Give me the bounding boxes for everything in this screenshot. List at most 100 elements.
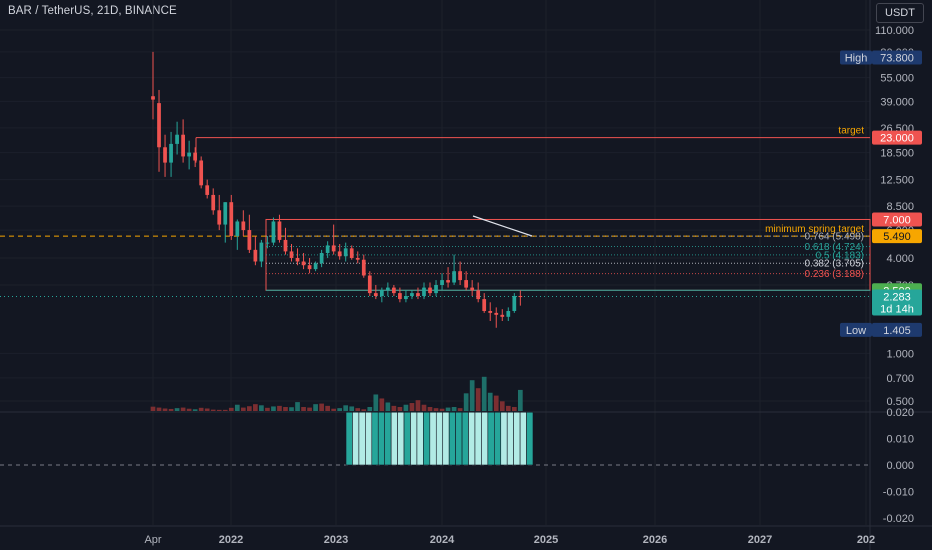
volume-bar bbox=[451, 407, 457, 411]
volume-bar bbox=[301, 407, 306, 411]
volume-bar bbox=[445, 407, 451, 411]
trend-line bbox=[472, 215, 533, 237]
low-value-tag-text: 1.405 bbox=[883, 325, 911, 337]
oscillator-bar bbox=[487, 411, 495, 466]
volume-bar bbox=[409, 403, 415, 411]
candle-body bbox=[506, 311, 511, 317]
candle-body bbox=[476, 290, 481, 300]
candle-body bbox=[518, 296, 523, 298]
volume-bar bbox=[355, 408, 361, 411]
time-tick-label: 2025 bbox=[534, 534, 558, 546]
oscillator-bar bbox=[423, 411, 431, 466]
oscillator-bar bbox=[377, 411, 385, 466]
candle-body bbox=[301, 261, 306, 266]
candle-body bbox=[385, 287, 390, 291]
candle-body bbox=[367, 275, 372, 294]
candle-body bbox=[355, 257, 360, 260]
price-tick-label: 0.700 bbox=[886, 373, 914, 385]
last-price-tag bbox=[872, 289, 922, 316]
candle-body bbox=[319, 252, 324, 264]
volume-bar bbox=[403, 404, 409, 411]
oscillator-bar bbox=[455, 411, 463, 466]
oscillator-bar bbox=[435, 411, 444, 466]
last-price-text: 2.283 bbox=[883, 292, 911, 304]
candle-body bbox=[392, 287, 396, 294]
candle-body bbox=[283, 239, 288, 252]
oscillator-bar bbox=[526, 411, 534, 466]
volume-bar bbox=[247, 406, 252, 411]
candle-body bbox=[512, 296, 517, 312]
candle-body bbox=[422, 287, 426, 297]
fib-label: 0.236 (3.188) bbox=[805, 269, 865, 280]
candle-body bbox=[223, 202, 228, 225]
candle-body bbox=[271, 221, 276, 243]
candle-body bbox=[416, 293, 420, 297]
oscillator-bar bbox=[448, 411, 456, 466]
time-tick-label: 2024 bbox=[430, 534, 455, 546]
volume-bar bbox=[499, 401, 505, 411]
volume-bar bbox=[283, 407, 288, 411]
volume-bar bbox=[469, 380, 475, 411]
candle-body bbox=[337, 251, 342, 257]
high-value-tag-text: 73.800 bbox=[880, 52, 914, 64]
candle-body bbox=[169, 143, 173, 163]
volume-bar bbox=[373, 394, 379, 411]
volume-bar bbox=[210, 409, 216, 411]
candle-body bbox=[458, 271, 462, 281]
candle-body bbox=[217, 210, 222, 225]
countdown-text: 1d 14h bbox=[880, 304, 914, 316]
candle-body bbox=[175, 134, 179, 144]
candle-body bbox=[452, 271, 456, 283]
spring-target-label: minimum spring target bbox=[765, 224, 864, 235]
time-tick-label: 2022 bbox=[219, 534, 243, 546]
oscillator-bar bbox=[461, 411, 469, 466]
volume-bar bbox=[463, 393, 469, 411]
target-label: target bbox=[838, 126, 864, 137]
volume-bar bbox=[433, 408, 439, 411]
candle-body bbox=[464, 280, 469, 288]
candle-body bbox=[151, 96, 155, 100]
volume-bar bbox=[391, 405, 397, 411]
oscillator-bar bbox=[494, 411, 502, 466]
volume-bar bbox=[228, 407, 234, 411]
candle-body bbox=[205, 185, 210, 195]
oscillator-bar bbox=[429, 411, 437, 466]
candle-body bbox=[199, 160, 204, 186]
price-tick-label: 18.500 bbox=[880, 148, 914, 160]
volume-bar bbox=[361, 409, 367, 411]
volume-bar bbox=[313, 404, 318, 411]
volume-bar bbox=[253, 404, 258, 411]
candle-body bbox=[379, 290, 384, 297]
volume-bar bbox=[427, 407, 433, 411]
oscillator-tick-label: 0.020 bbox=[886, 407, 914, 419]
volume-bar bbox=[234, 404, 240, 411]
currency-button[interactable]: USDT bbox=[876, 3, 924, 23]
volume-bar bbox=[397, 407, 403, 411]
target-axis-tag-text: 23.000 bbox=[880, 133, 914, 145]
box-top-axis-tag-text: 7.000 bbox=[883, 214, 911, 226]
candle-body bbox=[157, 103, 161, 148]
volume-bar bbox=[505, 405, 511, 411]
oscillator-tick-label: -0.010 bbox=[883, 486, 914, 498]
candle-body bbox=[229, 202, 234, 237]
low-tag-text: Low bbox=[846, 325, 866, 337]
price-tick-label: 0.500 bbox=[886, 396, 914, 408]
candle-body bbox=[331, 245, 336, 252]
oscillator-bar bbox=[365, 411, 373, 466]
symbol-title: BAR / TetherUS, 21D, BINANCE bbox=[8, 5, 177, 17]
box-top-axis-tag bbox=[872, 212, 922, 227]
price-tick-label: 12.500 bbox=[880, 175, 914, 187]
oscillator-bar bbox=[358, 411, 366, 466]
fib-label: 0.382 (3.705) bbox=[805, 259, 865, 270]
price-tick-label: 4.000 bbox=[886, 253, 914, 265]
candle-body bbox=[434, 285, 438, 294]
candle-body bbox=[361, 259, 366, 276]
oscillator-bar bbox=[371, 411, 379, 466]
volume-bar bbox=[517, 389, 523, 411]
volume-bar bbox=[259, 405, 264, 411]
volume-bar bbox=[198, 407, 204, 411]
high-tag-text: High bbox=[845, 52, 868, 64]
volume-bar bbox=[493, 395, 499, 411]
candle-body bbox=[488, 311, 493, 313]
